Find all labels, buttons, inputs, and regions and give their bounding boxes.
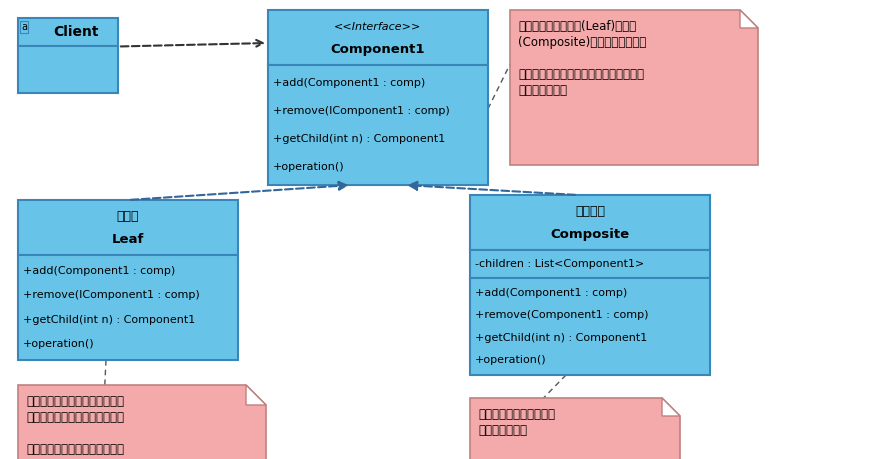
- Text: 叶节点: 叶节点: [116, 210, 139, 223]
- Text: 抄象构件，声明树叶(Leaf)和树枝: 抄象构件，声明树叶(Leaf)和树枝: [518, 20, 636, 33]
- Bar: [18, 46, 118, 93]
- Text: +getChild(int n) : Component1: +getChild(int n) : Component1: [273, 134, 445, 144]
- Text: <<Interface>>: <<Interface>>: [334, 22, 422, 32]
- Text: (Composite)节点的公共接口。: (Composite)节点的公共接口。: [518, 36, 646, 49]
- Text: 树枝节点，管理子部件，: 树枝节点，管理子部件，: [478, 408, 555, 421]
- Polygon shape: [18, 385, 266, 459]
- Text: +add(Component1 : comp): +add(Component1 : comp): [273, 78, 425, 88]
- Bar: [268, 65, 488, 185]
- Bar: [470, 278, 710, 375]
- Text: +remove(IComponent1 : comp): +remove(IComponent1 : comp): [23, 290, 200, 300]
- Text: 添加、删除等。: 添加、删除等。: [518, 84, 567, 97]
- Text: -children : List<Component1>: -children : List<Component1>: [475, 259, 645, 269]
- Text: 如添加、删除等: 如添加、删除等: [478, 424, 527, 437]
- Text: +remove(Component1 : comp): +remove(Component1 : comp): [475, 310, 648, 320]
- Bar: [18, 200, 238, 255]
- Polygon shape: [662, 398, 680, 416]
- Text: 透明模式中，需要声明管理接口方法，如: 透明模式中，需要声明管理接口方法，如: [518, 68, 644, 81]
- Text: 树枝节点: 树枝节点: [575, 205, 605, 218]
- Text: +add(Component1 : comp): +add(Component1 : comp): [475, 288, 627, 298]
- Polygon shape: [246, 385, 266, 405]
- Text: +remove(IComponent1 : comp): +remove(IComponent1 : comp): [273, 106, 449, 116]
- Text: +operation(): +operation(): [475, 355, 547, 365]
- Bar: [268, 10, 488, 65]
- Text: 叶节点对象，没有子节点，而且: 叶节点对象，没有子节点，而且: [26, 395, 124, 408]
- Text: Client: Client: [53, 25, 99, 39]
- Text: a: a: [21, 22, 27, 32]
- Text: +operation(): +operation(): [273, 162, 345, 172]
- Text: Leaf: Leaf: [112, 233, 144, 246]
- Text: 透明模式中，叶节点需要实现管: 透明模式中，叶节点需要实现管: [26, 443, 124, 456]
- Text: +getChild(int n) : Component1: +getChild(int n) : Component1: [23, 315, 195, 325]
- Text: +operation(): +operation(): [23, 339, 95, 349]
- Text: Component1: Component1: [330, 43, 425, 56]
- Polygon shape: [510, 10, 758, 165]
- Text: +add(Component1 : comp): +add(Component1 : comp): [23, 266, 175, 276]
- Text: Composite: Composite: [551, 228, 630, 241]
- Bar: [18, 18, 118, 46]
- Text: 不具备添加、删除等管理能力。: 不具备添加、删除等管理能力。: [26, 411, 124, 424]
- Polygon shape: [740, 10, 758, 28]
- Bar: [470, 250, 710, 278]
- Text: +getChild(int n) : Component1: +getChild(int n) : Component1: [475, 333, 647, 343]
- Bar: [470, 195, 710, 250]
- Bar: [18, 255, 238, 360]
- Polygon shape: [470, 398, 680, 459]
